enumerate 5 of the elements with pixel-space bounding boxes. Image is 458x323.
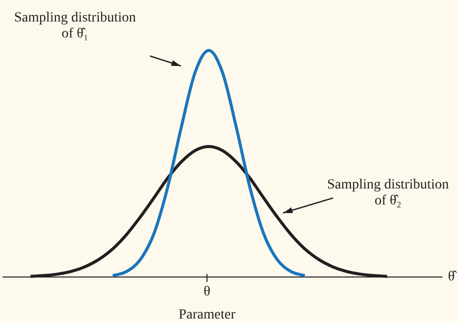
text: θ: [204, 284, 211, 300]
annotation: Sampling distribution of θ̂₂: [327, 178, 449, 209]
x-axis-title: θ̂: [448, 270, 458, 285]
text: Sampling distribution of θ̂₁: [14, 10, 136, 42]
text: Parameter: [178, 308, 236, 323]
